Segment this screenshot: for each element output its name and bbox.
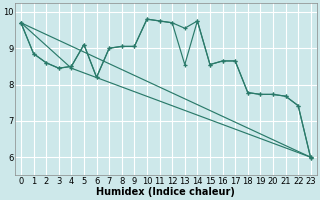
- X-axis label: Humidex (Indice chaleur): Humidex (Indice chaleur): [96, 187, 235, 197]
